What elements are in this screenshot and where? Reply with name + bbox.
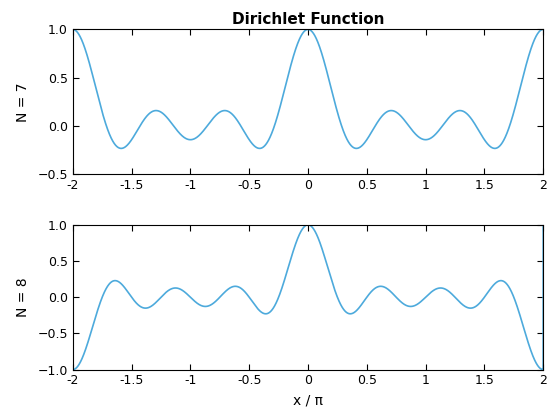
- Y-axis label: N = 8: N = 8: [16, 277, 30, 317]
- Title: Dirichlet Function: Dirichlet Function: [232, 12, 384, 27]
- X-axis label: x / π: x / π: [293, 393, 323, 407]
- Y-axis label: N = 7: N = 7: [16, 82, 30, 121]
